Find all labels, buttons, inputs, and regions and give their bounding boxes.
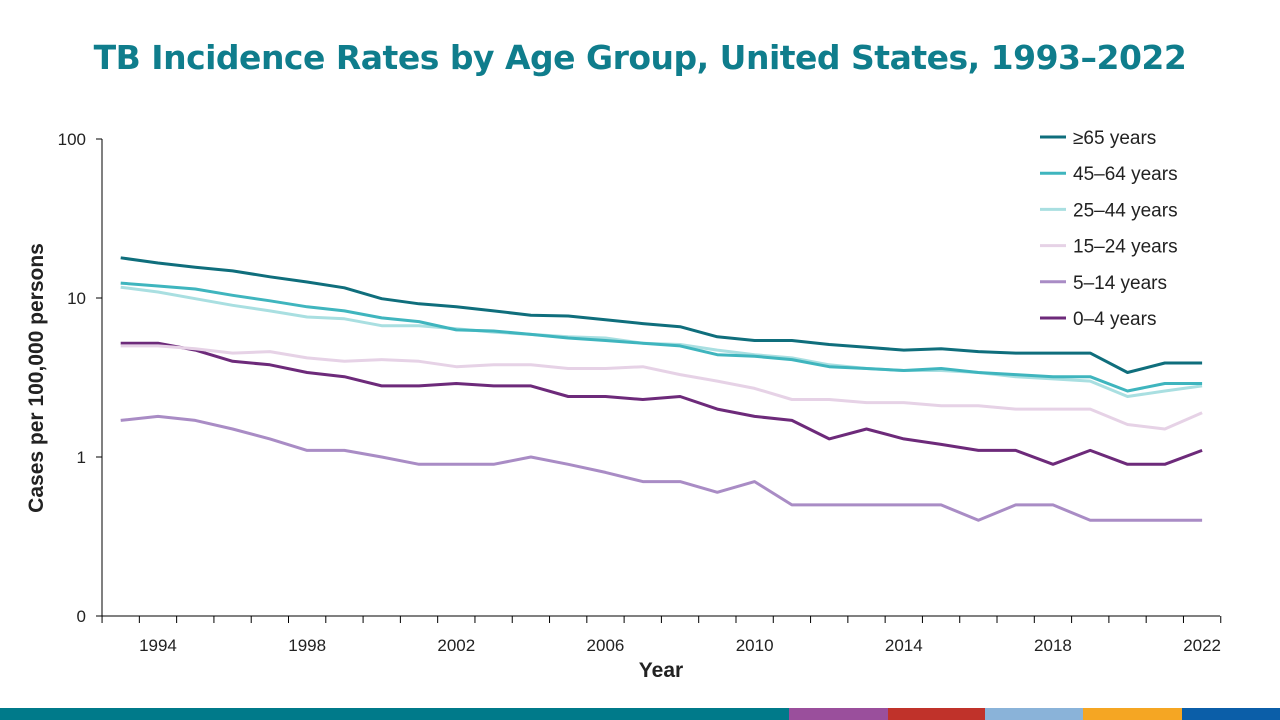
x-tick-label: 1994	[139, 636, 177, 655]
x-tick-label: 2010	[736, 636, 774, 655]
y-axis-label: Cases per 100,000 persons	[25, 243, 48, 513]
footer-color-segment	[888, 708, 985, 720]
x-tick-label: 1998	[288, 636, 326, 655]
legend-label: 0–4 years	[1073, 309, 1156, 330]
series-line	[120, 281, 1203, 393]
x-tick-label: 2002	[437, 636, 475, 655]
legend-label: 15–24 years	[1073, 237, 1178, 258]
y-tick-label: 100	[58, 130, 86, 149]
y-tick-label: 0	[77, 607, 86, 626]
footer-color-segment	[985, 708, 1083, 720]
series-line	[120, 344, 1203, 431]
footer-color-segment	[1083, 708, 1182, 720]
legend-label: 25–44 years	[1073, 200, 1178, 221]
x-tick-label: 2006	[587, 636, 625, 655]
x-tick-label: 2022	[1183, 636, 1221, 655]
chart-title: TB Incidence Rates by Age Group, United …	[93, 38, 1187, 77]
series-line	[120, 256, 1203, 374]
x-tick-label: 2014	[885, 636, 923, 655]
x-axis-label: Year	[639, 659, 683, 682]
legend-label: ≥65 years	[1073, 128, 1156, 149]
legend-label: 45–64 years	[1073, 164, 1178, 185]
series-line	[120, 341, 1203, 466]
series-line	[120, 414, 1203, 522]
legend-label: 5–14 years	[1073, 273, 1167, 294]
footer-color-segment	[1182, 708, 1280, 720]
footer-color-segment	[0, 708, 789, 720]
footer-color-segment	[789, 708, 888, 720]
x-tick-label: 2018	[1034, 636, 1072, 655]
y-tick-label: 10	[67, 289, 86, 308]
y-tick-label: 1	[77, 448, 86, 467]
